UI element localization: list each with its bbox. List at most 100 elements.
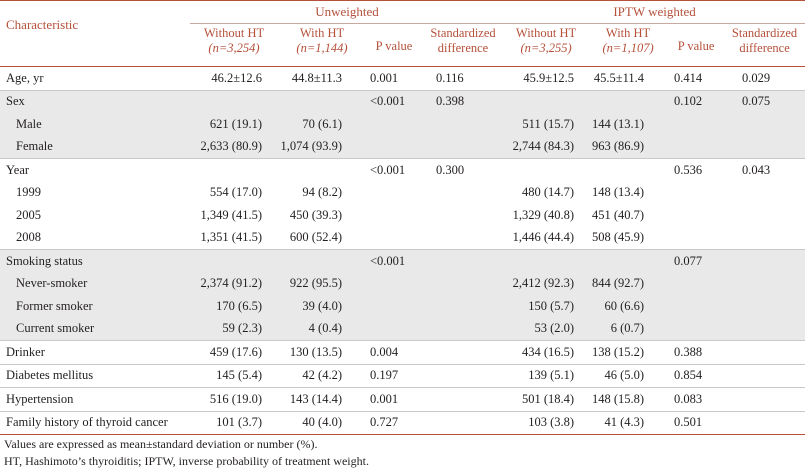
table-row: Current smoker 59 (2.3) 4 (0.4) 53 (2.0) 6 (… [0,317,805,341]
cell-std-diff-unweighted [422,113,505,136]
cell-without-ht-iptw: 45.9±12.5 [523,70,575,85]
cell-without-ht-iptw: 434 (16.5) [504,340,589,364]
header-label: Standardized [430,26,496,40]
row-label: Current smoker [0,317,190,341]
cell-std-diff-iptw [724,227,805,250]
header-p-value-unweighted: P value [366,23,422,67]
row-label: Hypertension [0,387,190,411]
group-unweighted: Unweighted [190,0,505,24]
cell-with-ht-iptw: 138 (15.2) [588,340,669,364]
table-row: 1999 554 (17.0) 94 (8.2) 480 (14.7) 148 (13.… [0,182,805,205]
cell-without-ht-unweighted: 516 (19.0) [190,387,278,411]
header-with-ht-unweighted: With HT (n=1,144) [278,23,366,67]
cell-std-diff-iptw [724,317,805,341]
header-with-ht-iptw: With HT (n=1,107) [588,23,669,67]
cell-std-diff-unweighted [422,410,505,435]
table-row: Age, yr 46.2±12.6 44.8±11.3 0.001 0.116 45.9±… [0,67,805,91]
cell-with-ht-iptw: 6 (0.7) [588,317,669,341]
header-characteristic: Characteristic [0,0,190,67]
cell-p-value-unweighted [366,113,422,136]
header-std-diff-unweighted: Standardized difference [422,23,505,67]
cell-std-diff-unweighted [422,135,505,159]
cell-p-value-unweighted [366,135,422,159]
cell-with-ht-iptw: 46 (5.0) [588,363,669,388]
cell-without-ht-iptw: 1,329 (40.8) [512,207,575,222]
cell-with-ht-iptw: 60 (6.6) [588,295,669,318]
header-label: With HT [299,26,345,40]
header-label: Without HT [515,26,577,40]
cell-with-ht-unweighted [278,249,366,273]
header-n: (n=1,144) [296,41,348,55]
cell-p-value-iptw [668,182,724,205]
cell-std-diff-iptw: 0.043 [724,158,805,182]
cell-p-value-iptw: 0.854 [668,363,725,388]
row-label: Family history of thyroid cancer [0,410,190,435]
header-label: difference [437,41,489,55]
cell-with-ht-unweighted: 600 (52.4) [289,230,342,245]
header-label: P value [677,38,715,53]
cell-p-value-iptw: 0.414 [674,70,703,85]
cell-p-value-iptw [668,317,725,341]
cell-std-diff-iptw [724,113,805,136]
cell-without-ht-iptw: 150 (5.7) [504,295,589,318]
cell-without-ht-unweighted [190,249,278,273]
cell-without-ht-iptw: 139 (5.1) [504,363,589,388]
header-n: (n=1,107) [602,41,654,55]
table-row: Family history of thyroid cancer 101 (3.7… [0,410,805,435]
cell-std-diff-unweighted [422,363,505,388]
table-row: Male 621 (19.1) 70 (6.1) 511 (15.7) 144 (13.… [0,113,805,136]
cell-without-ht-iptw: 480 (14.7) [521,185,575,200]
cell-without-ht-unweighted: 101 (3.7) [190,410,278,435]
cell-with-ht-iptw [588,89,669,113]
cell-p-value-iptw: 0.536 [668,158,725,182]
cell-p-value-iptw: 0.102 [668,89,725,113]
cell-p-value-iptw [668,113,725,136]
header-label: Without HT [203,26,265,40]
cell-without-ht-unweighted: 170 (6.5) [190,295,278,318]
cell-std-diff-iptw: 0.075 [724,89,805,113]
cell-without-ht-iptw: 2,412 (92.3) [504,272,589,295]
table-row: Female 2,633 (80.9) 1,074 (93.9) 2,744 (84.… [0,135,805,159]
table-row: Smoking status <0.001 0.077 [0,249,805,273]
cell-with-ht-iptw: 963 (86.9) [588,135,669,159]
table-row: Former smoker 170 (6.5) 39 (4.0) 150 (5.7) 6… [0,295,805,318]
baseline-characteristics-table: Characteristic Unweighted IPTW weighted … [0,0,805,435]
row-label: Drinker [0,340,190,364]
cell-with-ht-unweighted: 44.8±11.3 [291,70,342,85]
cell-std-diff-unweighted [422,272,505,295]
cell-with-ht-unweighted: 1,074 (93.9) [278,135,366,159]
cell-with-ht-unweighted: 130 (13.5) [278,340,366,364]
header-label: Standardized [731,26,798,40]
cell-p-value-iptw [668,227,724,250]
cell-without-ht-unweighted: 145 (5.4) [190,363,278,388]
row-label: 1999 [16,185,41,200]
cell-std-diff-unweighted [422,204,504,227]
cell-with-ht-unweighted: 94 (8.2) [302,185,342,200]
table-body: Age, yr 46.2±12.6 44.8±11.3 0.001 0.116 45.9±… [0,67,805,435]
cell-p-value-iptw: 0.077 [668,249,725,273]
cell-without-ht-iptw [504,249,589,273]
cell-p-value-unweighted: 0.001 [366,387,422,411]
cell-with-ht-iptw: 451 (40.7) [591,207,645,222]
cell-without-ht-unweighted: 1,349 (41.5) [200,207,262,222]
table-row: 2008 1,351 (41.5) 600 (52.4) 1,446 (44.4) 50… [0,227,805,250]
cell-std-diff-unweighted [422,249,505,273]
cell-with-ht-iptw: 45.5±11.4 [593,70,645,85]
cell-p-value-unweighted: 0.001 [370,70,399,85]
cell-p-value-unweighted [366,227,422,250]
table-row: Hypertension 516 (19.0) 143 (14.4) 0.001 501… [0,387,805,411]
row-label: Male [0,113,190,136]
cell-std-diff-iptw: 0.029 [742,70,771,85]
table-row: Diabetes mellitus 145 (5.4) 42 (4.2) 0.197 1… [0,363,805,388]
cell-p-value-unweighted [366,272,422,295]
header-p-value-iptw: P value [668,23,725,67]
cell-p-value-unweighted: <0.001 [366,158,422,182]
group-header-row: Characteristic Unweighted IPTW weighted [0,0,805,67]
cell-with-ht-iptw: 844 (92.7) [588,272,669,295]
cell-with-ht-unweighted: 450 (39.3) [289,207,342,222]
table-row: Sex <0.001 0.398 0.102 0.075 [0,89,805,113]
cell-without-ht-unweighted: 621 (19.1) [190,113,278,136]
cell-without-ht-unweighted: 2,633 (80.9) [190,135,278,159]
table-row: Year <0.001 0.300 0.536 0.043 [0,158,805,182]
